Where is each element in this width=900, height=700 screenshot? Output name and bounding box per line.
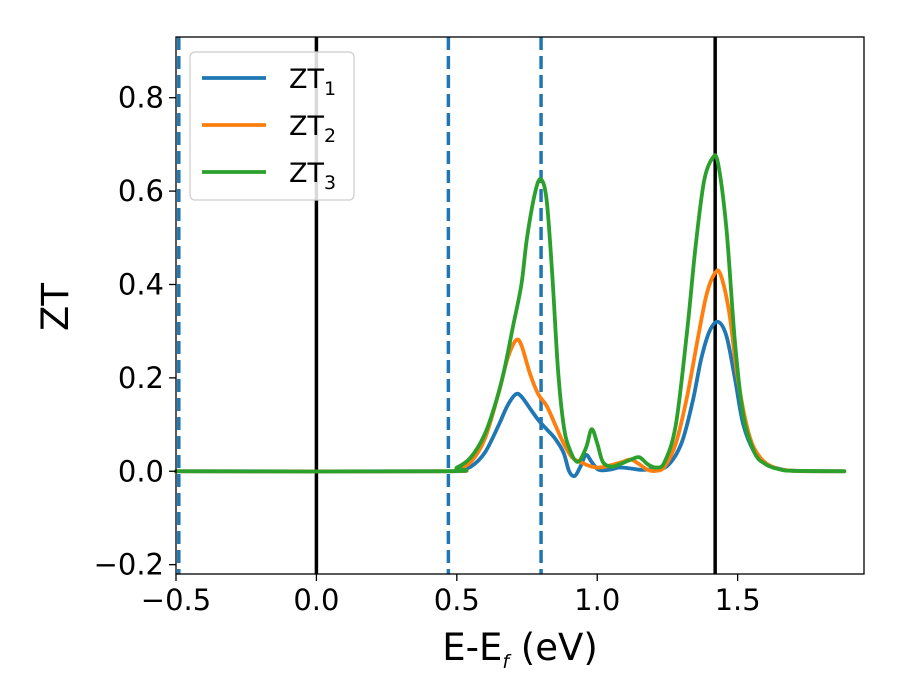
y-tick-label: 0.6 xyxy=(118,174,164,208)
x-tick-label: 1.5 xyxy=(715,583,761,617)
legend-label-zt3: ZT3 xyxy=(289,158,336,194)
legend-label-zt1: ZT1 xyxy=(289,64,336,100)
x-axis-label: E-Ef (eV) xyxy=(442,626,598,673)
y-axis-label: ZT xyxy=(34,283,77,331)
vertical-reference-lines xyxy=(177,37,717,574)
x-tick-label: 0.0 xyxy=(293,583,339,617)
y-tick-label: 0.8 xyxy=(118,81,164,115)
series-line-zt3 xyxy=(174,153,847,474)
x-tick-label: 0.5 xyxy=(434,583,480,617)
series-line-zt2 xyxy=(174,268,847,474)
legend-box xyxy=(189,51,355,201)
series-lines xyxy=(174,153,847,479)
y-tick-label: 0.0 xyxy=(118,454,164,488)
y-tick-label: 0.4 xyxy=(118,267,164,301)
x-axis-label-sub: f xyxy=(502,651,512,673)
y-tick-label: 0.2 xyxy=(118,361,164,395)
legend: ZT1 ZT2 ZT3 xyxy=(189,51,355,201)
y-tick-label: −0.2 xyxy=(94,548,164,582)
x-axis-ticks: −0.5 0.0 0.5 1.0 1.5 xyxy=(141,574,761,617)
x-axis-label-main: E-E xyxy=(442,626,502,669)
y-axis-ticks: −0.2 0.0 0.2 0.4 0.6 0.8 xyxy=(94,81,176,582)
x-tick-label: 1.0 xyxy=(574,583,620,617)
x-axis-label-unit: (eV) xyxy=(509,626,598,669)
x-tick-label: −0.5 xyxy=(141,583,211,617)
plot-frame xyxy=(175,36,865,575)
legend-label-zt2: ZT2 xyxy=(289,111,336,147)
